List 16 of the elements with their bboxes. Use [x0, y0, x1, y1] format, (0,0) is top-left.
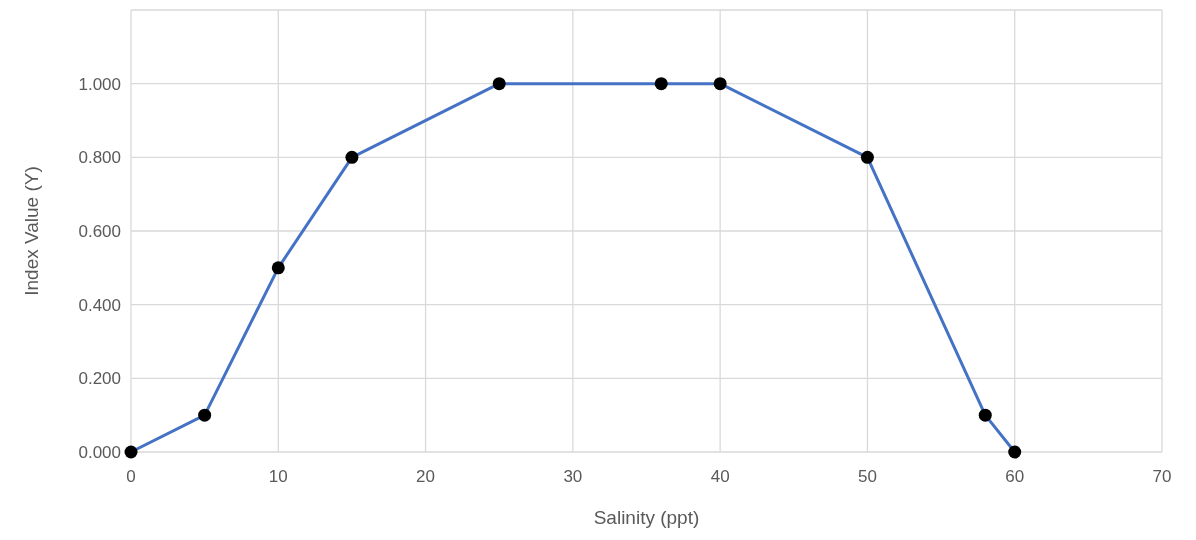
y-tick-label: 1.000 [78, 74, 121, 94]
x-tick-label: 10 [268, 467, 288, 486]
x-tick-label: 30 [563, 467, 583, 486]
y-tick-label: 0.400 [78, 295, 121, 315]
y-tick-label: 0.600 [78, 221, 121, 241]
y-axis-title: Index Value (Y) [21, 166, 42, 296]
y-tick-label: 0.200 [78, 369, 121, 389]
x-tick-label: 60 [1005, 467, 1025, 486]
y-tick-label: 0.000 [78, 442, 121, 462]
x-tick-label: 70 [1152, 467, 1172, 486]
x-tick-label: 40 [710, 467, 730, 486]
x-tick-label: 20 [416, 467, 436, 486]
x-tick-label: 0 [126, 467, 136, 486]
x-tick-label: 50 [857, 467, 877, 486]
y-tick-label: 0.800 [78, 148, 121, 168]
x-axis-title: Salinity (ppt) [593, 507, 700, 528]
